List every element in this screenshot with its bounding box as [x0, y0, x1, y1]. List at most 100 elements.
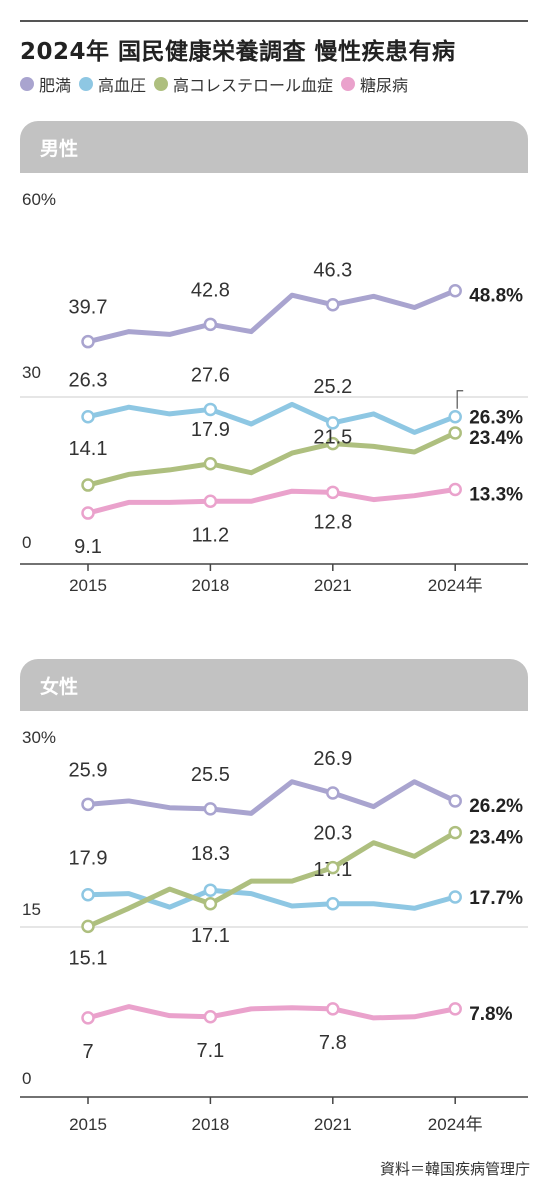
data-point: [81, 1011, 95, 1025]
data-point: [448, 482, 462, 497]
end-value-label: 48.8%: [469, 286, 523, 307]
data-point: [326, 416, 340, 430]
data-label: 18.3: [191, 843, 230, 865]
data-label: 7: [82, 1041, 93, 1063]
legend-swatch: [20, 77, 34, 91]
data-point: [203, 883, 218, 897]
x-tick-label: 2024年: [428, 576, 483, 595]
data-label: 17.1: [191, 925, 230, 947]
data-label: 46.3: [313, 260, 352, 282]
series-line: [85, 288, 458, 345]
panel-header-male: 男性: [20, 121, 528, 173]
data-point: [448, 794, 462, 808]
panel-header-female: 女性: [20, 659, 528, 711]
series-line: [85, 830, 458, 929]
data-label: 15.1: [69, 947, 108, 969]
legend-label: 高血圧: [98, 76, 147, 95]
data-label: 9.1: [74, 536, 102, 558]
end-value-label: 26.2%: [469, 796, 523, 817]
data-label: 17.9: [191, 419, 230, 441]
data-point: [81, 334, 95, 349]
data-point: [203, 457, 218, 471]
data-point: [81, 919, 95, 934]
data-point: [203, 402, 218, 417]
data-point: [448, 426, 462, 440]
data-point: [81, 887, 95, 902]
data-point: [448, 825, 462, 840]
y-tick-label: 60%: [22, 190, 56, 209]
series-line: [85, 401, 458, 435]
x-tick-label: 2015: [69, 576, 107, 595]
data-label: 7.1: [196, 1040, 224, 1062]
legend-label: 高コレステロール血症: [173, 76, 334, 95]
data-point: [203, 802, 218, 816]
data-label: 26.9: [313, 748, 352, 770]
top-rule: [20, 20, 528, 22]
data-point: [81, 478, 95, 492]
data-point: [326, 897, 340, 911]
data-point: [203, 897, 218, 911]
panel-title-male: 男性: [40, 138, 79, 160]
data-point: [326, 485, 340, 500]
legend-item-hypertension: 高血圧: [79, 72, 146, 96]
end-value-label: 7.8%: [469, 1004, 512, 1025]
x-tick-label: 2021: [314, 576, 352, 595]
data-point: [81, 797, 95, 812]
data-label: 25.5: [191, 764, 230, 786]
data-point: [448, 1002, 462, 1016]
legend-swatch: [154, 77, 169, 91]
legend-item-obesity: 肥満: [20, 72, 71, 96]
data-point: [448, 283, 462, 298]
data-point: [203, 317, 218, 332]
end-value-label: 17.7%: [469, 888, 523, 909]
legend-item-diabetes: 糖尿病: [341, 72, 408, 96]
series-line: [85, 430, 458, 488]
chart-title: 2024年 国民健康栄養調査 慢性疾患有病: [20, 39, 456, 65]
data-point: [203, 494, 218, 509]
legend: 肥満 高血圧 高コレステロール血症 糖尿病: [20, 72, 416, 96]
y-tick-label: 0: [22, 533, 31, 552]
data-label: 27.6: [191, 364, 230, 386]
legend-swatch: [79, 77, 94, 91]
legend-label: 糖尿病: [360, 76, 409, 95]
x-tick-label: 2018: [191, 1115, 229, 1134]
x-tick-label: 2021: [314, 1115, 352, 1134]
end-value-label: 26.3%: [469, 408, 523, 429]
label-leader: [456, 390, 464, 409]
legend-item-cholesterol: 高コレステロール血症: [154, 72, 333, 96]
data-label: 20.3: [313, 823, 352, 845]
data-point: [81, 409, 95, 424]
series-line: [85, 1004, 458, 1021]
data-label: 25.2: [313, 376, 352, 398]
data-label: 42.8: [191, 279, 230, 301]
series-line: [85, 487, 458, 516]
data-label: 26.3: [69, 370, 108, 392]
data-label: 21.5: [313, 427, 352, 449]
data-point: [326, 436, 340, 451]
data-point: [326, 786, 340, 800]
data-label: 11.2: [192, 524, 229, 546]
data-point: [448, 890, 462, 904]
legend-swatch: [341, 77, 356, 91]
y-tick-label: 0: [22, 1069, 31, 1088]
source-note: 資料＝韓国疾病管理庁: [379, 1160, 530, 1178]
data-point: [326, 860, 340, 875]
panel-title-female: 女性: [40, 676, 79, 698]
end-value-label: 13.3%: [469, 485, 523, 506]
y-tick-label: 30: [22, 363, 41, 382]
x-tick-label: 2018: [191, 576, 229, 595]
data-point: [81, 506, 95, 520]
end-value-label: 23.4%: [469, 428, 523, 449]
end-value-label: 23.4%: [469, 828, 523, 849]
series-line: [85, 779, 458, 816]
data-label: 25.9: [69, 759, 108, 781]
data-point: [448, 409, 462, 424]
data-label: 39.7: [69, 297, 108, 319]
data-label: 12.8: [313, 511, 352, 533]
y-tick-label: 15: [22, 900, 41, 919]
legend-label: 肥満: [39, 76, 72, 95]
data-label: 17.9: [69, 848, 108, 870]
x-tick-label: 2015: [69, 1115, 107, 1134]
